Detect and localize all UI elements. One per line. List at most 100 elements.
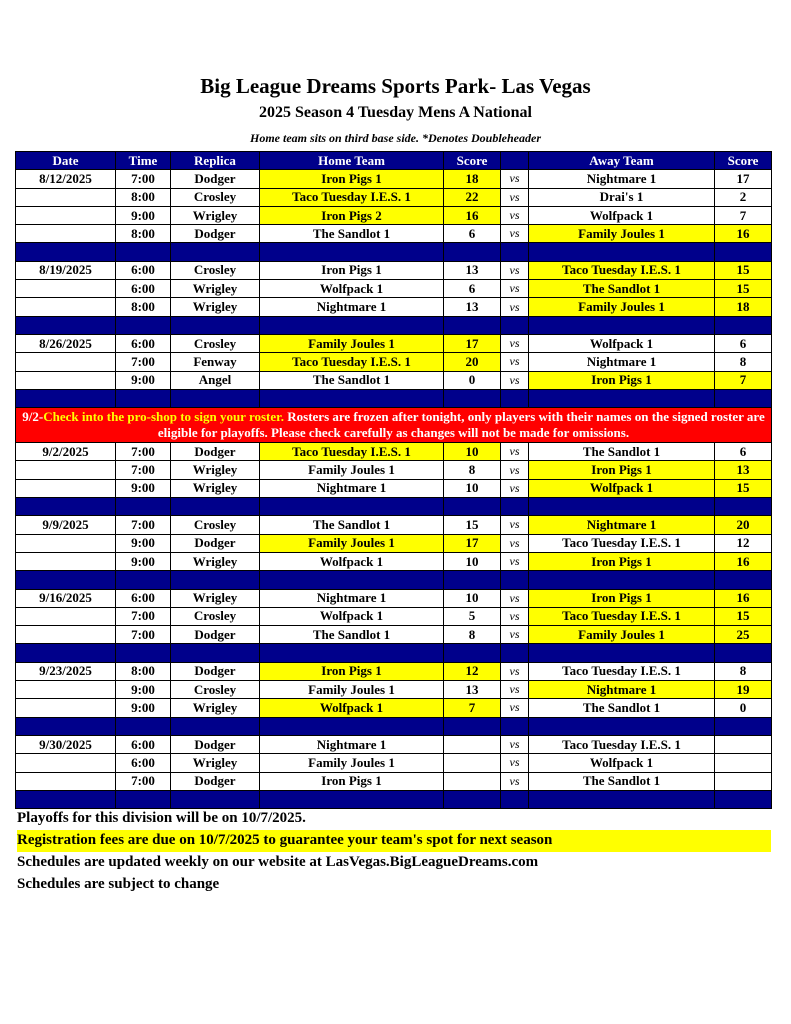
time: 9:00 [115, 680, 171, 700]
subtitle: 2025 Season 4 Tuesday Mens A National [259, 104, 532, 121]
date: 8/19/2025 [15, 260, 116, 281]
away-score: 15 [714, 260, 772, 281]
home-team: Taco Tuesday I.E.S. 1 [259, 187, 444, 207]
game-row: 7:00 Crosley Wolfpack 1 5 vs Taco Tuesday I.E… [15, 606, 772, 627]
home-score: 16 [443, 205, 501, 226]
spacer-row [15, 242, 772, 262]
column-header: Date [15, 150, 116, 171]
footer-line: Schedules are updated weekly on our webs… [17, 854, 539, 870]
away-team: Wolfpack 1 [528, 478, 715, 499]
replica: Dodger [170, 734, 260, 755]
footer: Playoffs for this division will be on 10… [17, 808, 771, 896]
home-score: 13 [443, 680, 501, 700]
vs: vs [500, 187, 529, 207]
away-team: Nightmare 1 [528, 515, 715, 535]
game-row: 9/30/2025 6:00 Dodger Nightmare 1 vs Taco Tue… [15, 734, 772, 755]
spacer-cell [528, 242, 715, 262]
vs: vs [500, 370, 529, 390]
replica: Wrigley [170, 478, 260, 499]
home-score: 17 [443, 333, 501, 354]
column-header: Score [443, 150, 501, 171]
spacer-cell [528, 315, 715, 335]
notice-text: Rosters are frozen after tonight, only p… [157, 409, 765, 441]
replica: Dodger [170, 661, 260, 682]
column-header [500, 150, 529, 171]
time: 6:00 [115, 588, 171, 608]
away-score: 15 [714, 279, 772, 299]
away-score: 0 [714, 698, 772, 718]
date [15, 279, 116, 299]
home-team: Iron Pigs 1 [259, 169, 444, 189]
away-score [714, 753, 772, 773]
spacer-cell [15, 570, 116, 590]
spacer-cell [443, 716, 501, 736]
away-score [714, 771, 772, 791]
away-team: Wolfpack 1 [528, 333, 715, 354]
replica: Crosley [170, 260, 260, 281]
spacer-cell [714, 789, 772, 810]
vs: vs [500, 224, 529, 244]
game-row: 9:00 Wrigley Wolfpack 1 10 vs Iron Pigs 1 16 [15, 551, 772, 572]
date [15, 680, 116, 700]
spacer-cell [500, 497, 529, 517]
game-row: 7:00 Wrigley Family Joules 1 8 vs Iron Pigs 1… [15, 460, 772, 480]
time: 9:00 [115, 698, 171, 718]
game-row: 8:00 Wrigley Nightmare 1 13 vs Family Joules … [15, 297, 772, 317]
away-team: The Sandlot 1 [528, 442, 715, 462]
replica: Angel [170, 370, 260, 390]
vs: vs [500, 551, 529, 572]
spacer-cell [115, 497, 171, 517]
date [15, 771, 116, 791]
home-score: 0 [443, 370, 501, 390]
home-score: 15 [443, 515, 501, 535]
home-score: 12 [443, 661, 501, 682]
away-score: 16 [714, 588, 772, 608]
time: 9:00 [115, 551, 171, 572]
away-team: Nightmare 1 [528, 352, 715, 372]
notice-prefix: 9/2- [22, 409, 44, 425]
time: 7:00 [115, 442, 171, 462]
home-team: Taco Tuesday I.E.S. 1 [259, 352, 444, 372]
spacer-cell [528, 716, 715, 736]
spacer-cell [714, 643, 772, 663]
game-row: 8:00 Crosley Taco Tuesday I.E.S. 1 22 vs Drai… [15, 187, 772, 207]
time: 8:00 [115, 661, 171, 682]
home-score: 7 [443, 698, 501, 718]
date [15, 533, 116, 553]
time: 7:00 [115, 771, 171, 791]
home-team: Wolfpack 1 [259, 698, 444, 718]
spacer-row [15, 315, 772, 335]
notice: 9/2-Check into the pro-shop to sign your… [15, 407, 772, 444]
spacer-cell [259, 716, 444, 736]
away-team: Nightmare 1 [528, 680, 715, 700]
time: 9:00 [115, 205, 171, 226]
replica: Crosley [170, 606, 260, 627]
replica: Wrigley [170, 297, 260, 317]
game-row: 7:00 Fenway Taco Tuesday I.E.S. 1 20 vs Night… [15, 352, 772, 372]
date [15, 478, 116, 499]
time: 9:00 [115, 370, 171, 390]
time: 6:00 [115, 279, 171, 299]
home-score: 6 [443, 224, 501, 244]
home-score: 20 [443, 352, 501, 372]
vs: vs [500, 460, 529, 480]
spacer-cell [259, 497, 444, 517]
spacer-cell [500, 388, 529, 409]
vs: vs [500, 478, 529, 499]
spacer-cell [115, 242, 171, 262]
spacer-cell [500, 570, 529, 590]
time: 6:00 [115, 753, 171, 773]
home-team: Nightmare 1 [259, 734, 444, 755]
game-row: 6:00 Wrigley Family Joules 1 vs Wolfpack 1 [15, 753, 772, 773]
away-score: 2 [714, 187, 772, 207]
time: 7:00 [115, 515, 171, 535]
date [15, 753, 116, 773]
spacer-cell [528, 388, 715, 409]
replica: Dodger [170, 625, 260, 645]
away-score: 15 [714, 478, 772, 499]
column-header: Score [714, 150, 772, 171]
away-team: The Sandlot 1 [528, 698, 715, 718]
